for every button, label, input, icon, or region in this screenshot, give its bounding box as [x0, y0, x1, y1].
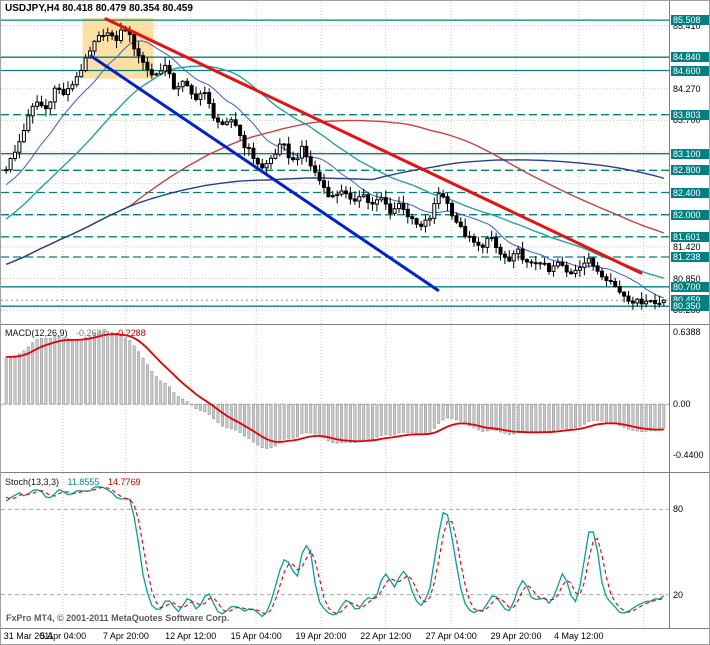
mt4-chart-window: USDJPY,H4 80.418 80.479 80.354 80.459 MA… — [0, 0, 710, 645]
chart-canvas[interactable] — [1, 1, 710, 645]
